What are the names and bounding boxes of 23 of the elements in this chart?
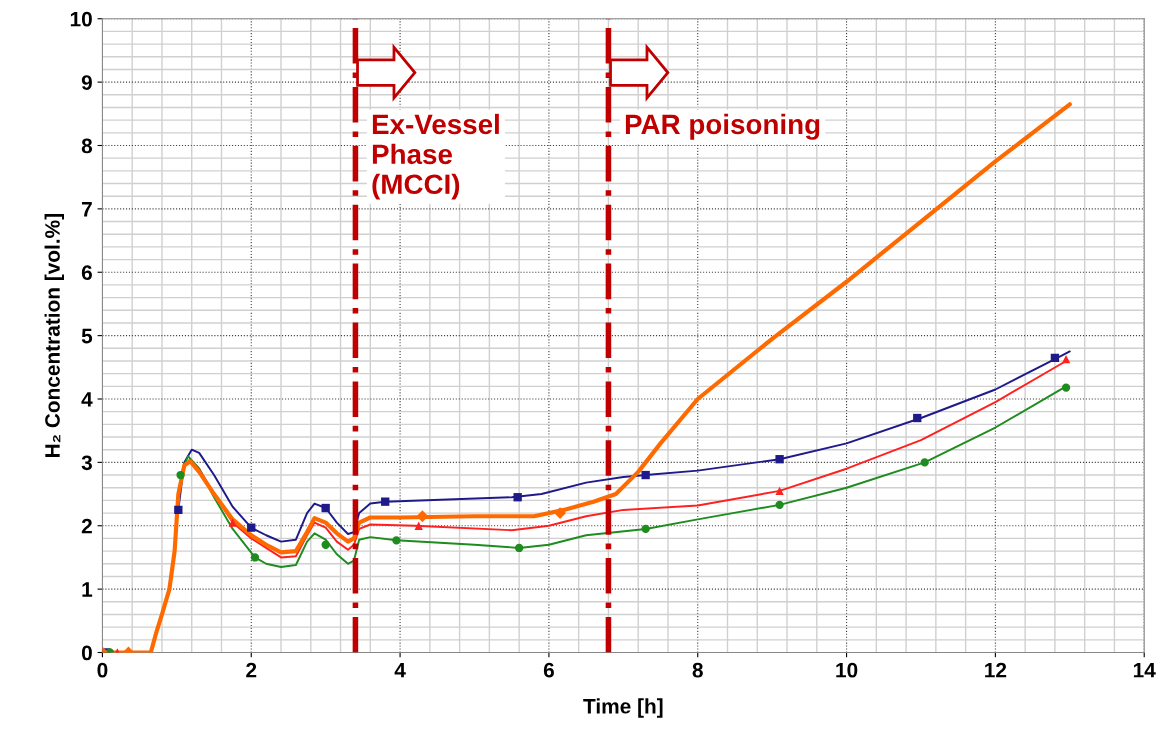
y-tick-label: 7	[82, 202, 92, 217]
x-tick-label: 2	[246, 662, 257, 678]
y-axis-title: H₂ Concentration [vol.%]	[44, 214, 64, 457]
x-tick-label: 0	[97, 662, 108, 678]
x-tick-label: 10	[836, 662, 858, 678]
x-tick-label: 8	[692, 662, 703, 678]
x-tick-label: 14	[1133, 662, 1156, 678]
y-tick-label: 2	[81, 518, 92, 534]
ref-line-label: Ex-Vessel Phase (MCCI)	[372, 113, 499, 200]
x-tick-label: 4	[394, 662, 406, 678]
x-tick-label: 6	[543, 662, 554, 678]
y-tick-label: 6	[81, 265, 92, 280]
x-tick-label: 12	[985, 662, 1007, 678]
y-tick-label: 10	[70, 11, 92, 27]
ref-line-label: PAR poisoning	[625, 113, 820, 140]
y-tick-label: 4	[81, 392, 93, 407]
y-tick-label: 5	[81, 328, 93, 344]
x-axis-title: Time [h]	[583, 698, 663, 718]
y-tick-label: 8	[81, 138, 93, 154]
y-tick-label: 3	[81, 455, 92, 471]
y-tick-label: 9	[81, 75, 92, 90]
y-tick-label: 0	[81, 645, 92, 661]
y-tick-label: 1	[82, 582, 93, 597]
